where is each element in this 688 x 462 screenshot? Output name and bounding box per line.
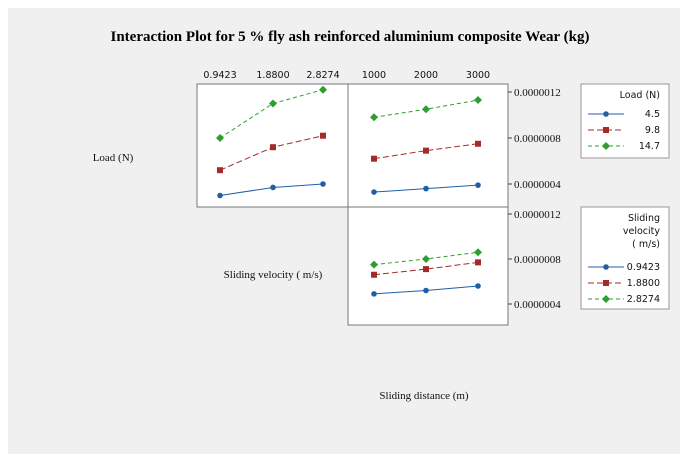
velocity-by-distance-series-3-point-2 xyxy=(422,255,430,263)
legend-load-key-marker-3 xyxy=(602,142,610,150)
legend-velocity-entry-3: 2.8274 xyxy=(627,294,660,305)
legend-velocity-key-marker-2 xyxy=(603,280,609,286)
legend-load-keys xyxy=(588,111,624,150)
x-tick-velocity-1: 0.9423 xyxy=(203,70,236,81)
y-tick-bottom-1: 0.0000012 xyxy=(514,209,561,221)
x-tick-velocity-3: 2.8274 xyxy=(306,70,339,81)
chart-title: Interaction Plot for 5 % fly ash reinfor… xyxy=(111,29,590,45)
velocity-by-distance-series-3-point-3 xyxy=(474,248,482,257)
load-by-distance-series-1-point-1 xyxy=(371,189,377,195)
load-by-distance-series-3-point-3 xyxy=(474,96,482,105)
series-layer xyxy=(216,85,482,297)
legend-load-entry-1: 4.5 xyxy=(645,109,660,120)
legend-velocity-title-3: ( m/s) xyxy=(632,239,660,250)
y-tick-bottom-3: 0.0000004 xyxy=(514,299,561,311)
load-by-velocity-series-1-point-3 xyxy=(320,181,326,187)
legend-velocity-title-2: velocity xyxy=(623,226,661,237)
x-tick-distance-1: 1000 xyxy=(362,70,386,81)
load-by-distance-series-1-point-2 xyxy=(423,185,429,192)
velocity-by-distance-series-2-point-1 xyxy=(371,271,377,278)
velocity-by-distance-series-3-point-1 xyxy=(370,260,378,269)
load-by-distance-series-2-point-3 xyxy=(475,140,481,147)
legend-load-key-marker-2 xyxy=(603,127,609,133)
legend-velocity-key-marker-1 xyxy=(603,264,609,270)
legend-load-title: Load (N) xyxy=(620,90,660,101)
load-by-velocity-series-1-point-1 xyxy=(217,192,223,199)
legend-load-key-marker-1 xyxy=(603,111,609,117)
factor-label-velocity: Sliding velocity ( m/s) xyxy=(224,269,323,281)
velocity-by-distance-series-2-point-2 xyxy=(423,266,429,273)
load-by-velocity-series-2-point-1 xyxy=(217,167,223,174)
legend-velocity-key-marker-3 xyxy=(602,295,610,303)
load-by-velocity-series-2-point-3 xyxy=(320,132,326,139)
factor-label-load: Load (N) xyxy=(93,152,134,164)
load-by-velocity-series-2-point-2 xyxy=(270,144,276,151)
legend-velocity-title-1: Sliding xyxy=(628,213,660,224)
x-tick-distance-2: 2000 xyxy=(414,70,438,81)
load-by-velocity-series-1-point-2 xyxy=(270,184,276,191)
velocity-by-distance-series-1-point-2 xyxy=(423,287,429,294)
chart-area xyxy=(8,8,680,454)
legend-load-entry-3: 14.7 xyxy=(639,141,660,152)
velocity-by-distance-series-1-point-1 xyxy=(371,291,377,297)
load-by-distance-series-3-point-1 xyxy=(370,113,378,122)
y-tick-bottom-2: 0.0000008 xyxy=(514,254,561,266)
legend-velocity-entry-2: 1.8800 xyxy=(627,278,660,289)
x-tick-velocity-2: 1.8800 xyxy=(256,70,289,81)
y-tick-top-3: 0.0000004 xyxy=(514,179,561,191)
x-tick-distance-3: 3000 xyxy=(466,70,490,81)
velocity-by-distance-series-1-point-3 xyxy=(475,283,481,289)
legend-load-entry-2: 9.8 xyxy=(645,125,660,136)
load-by-distance-series-3-point-2 xyxy=(422,105,430,114)
legend-velocity-keys xyxy=(588,264,624,303)
legend-velocity-entry-1: 0.9423 xyxy=(627,262,660,273)
panel-load-by-distance xyxy=(347,83,509,208)
y-tick-top-1: 0.0000012 xyxy=(514,87,561,99)
load-by-distance-series-1-point-3 xyxy=(475,182,481,188)
legend-velocity xyxy=(580,206,670,310)
velocity-by-distance-series-2-point-3 xyxy=(475,259,481,266)
factor-label-distance: Sliding distance (m) xyxy=(379,390,469,402)
load-by-distance-series-2-point-1 xyxy=(371,155,377,162)
load-by-velocity-series-3-point-1 xyxy=(216,134,224,142)
load-by-velocity-series-3-point-2 xyxy=(269,99,277,108)
load-by-distance-series-2-point-2 xyxy=(423,147,429,154)
load-by-velocity-series-3-point-3 xyxy=(319,85,327,94)
y-tick-top-2: 0.0000008 xyxy=(514,133,561,145)
